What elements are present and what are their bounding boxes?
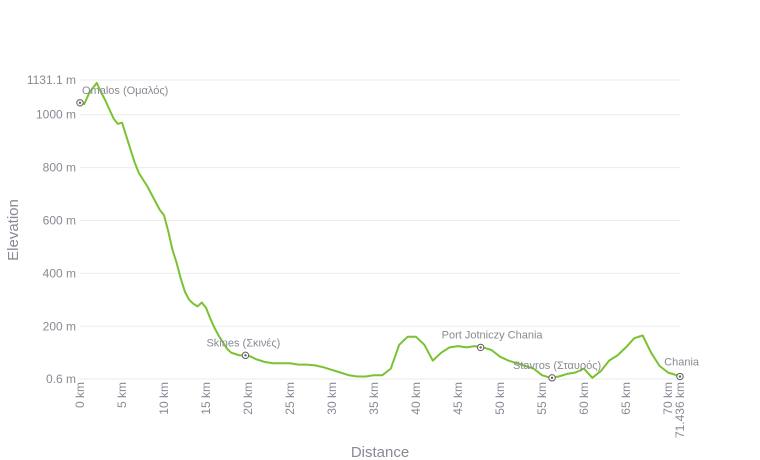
waypoint-label: Omalos (Ομαλός)	[82, 85, 168, 97]
x-tick-label: 5 km	[115, 382, 129, 408]
waypoint-label: Port Jotniczy Chania	[442, 329, 544, 341]
waypoint-dot-center	[479, 346, 482, 349]
x-tick-label: 50 km	[493, 382, 507, 415]
x-tick-label: 0 km	[73, 382, 87, 408]
x-axis-title: Distance	[351, 444, 409, 460]
x-tick-label: 30 km	[325, 382, 339, 415]
waypoint-label: Stavros (Σταυρός)	[513, 360, 601, 372]
waypoint-markers: Omalos (Ομαλός) Skines (Σκινές) Port Jotni…	[76, 85, 700, 382]
waypoint-label: Skines (Σκινές)	[206, 337, 280, 349]
y-tick-label: 1131.1 m	[27, 73, 76, 87]
x-tick-label: 35 km	[367, 382, 381, 415]
y-tick-label: 600 m	[43, 213, 76, 227]
waypoint-marker: Chania	[664, 357, 700, 381]
waypoint-dot-center	[78, 101, 82, 104]
grid-lines	[80, 79, 680, 380]
x-tick-label: 60 km	[577, 382, 591, 415]
waypoint-dot-center	[550, 376, 554, 380]
x-tick-label: 25 km	[283, 382, 297, 415]
y-axis-title: Elevation	[5, 199, 22, 261]
x-tick-label: 10 km	[157, 382, 171, 415]
waypoint-label: Chania	[664, 357, 700, 369]
y-tick-label: 200 m	[43, 319, 76, 333]
waypoint-marker: Omalos (Ομαλός)	[76, 85, 168, 107]
x-tick-label: 65 km	[619, 382, 633, 415]
x-tick-label: 20 km	[241, 382, 255, 415]
x-axis-ticks: 0 km 5 km 10 km 15 km 20 km 25 km 30 km 35 km 40…	[73, 382, 687, 438]
waypoint-marker: Port Jotniczy Chania	[442, 329, 544, 352]
y-tick-label: 1000 m	[36, 108, 76, 122]
y-tick-label: 800 m	[43, 161, 76, 175]
x-tick-label: 70 km	[661, 382, 675, 415]
waypoint-dot-center	[244, 354, 247, 357]
y-tick-label: 0.6 m	[46, 372, 76, 386]
waypoint-marker: Skines (Σκινές)	[206, 337, 280, 360]
y-axis-ticks: 0.6 m 200 m 400 m 600 m 800 m 1000 m 1131.1 m	[27, 73, 76, 386]
x-tick-label: 40 km	[409, 382, 423, 415]
y-tick-label: 400 m	[43, 266, 76, 280]
x-tick-label: 45 km	[451, 382, 465, 415]
x-tick-label: 71.436 km	[673, 382, 687, 438]
x-tick-label: 15 km	[199, 382, 213, 415]
elevation-profile-line	[79, 81, 681, 379]
waypoint-marker: Stavros (Σταυρός)	[513, 360, 601, 382]
x-tick-label: 55 km	[535, 382, 549, 415]
waypoint-dot-center	[678, 375, 682, 378]
